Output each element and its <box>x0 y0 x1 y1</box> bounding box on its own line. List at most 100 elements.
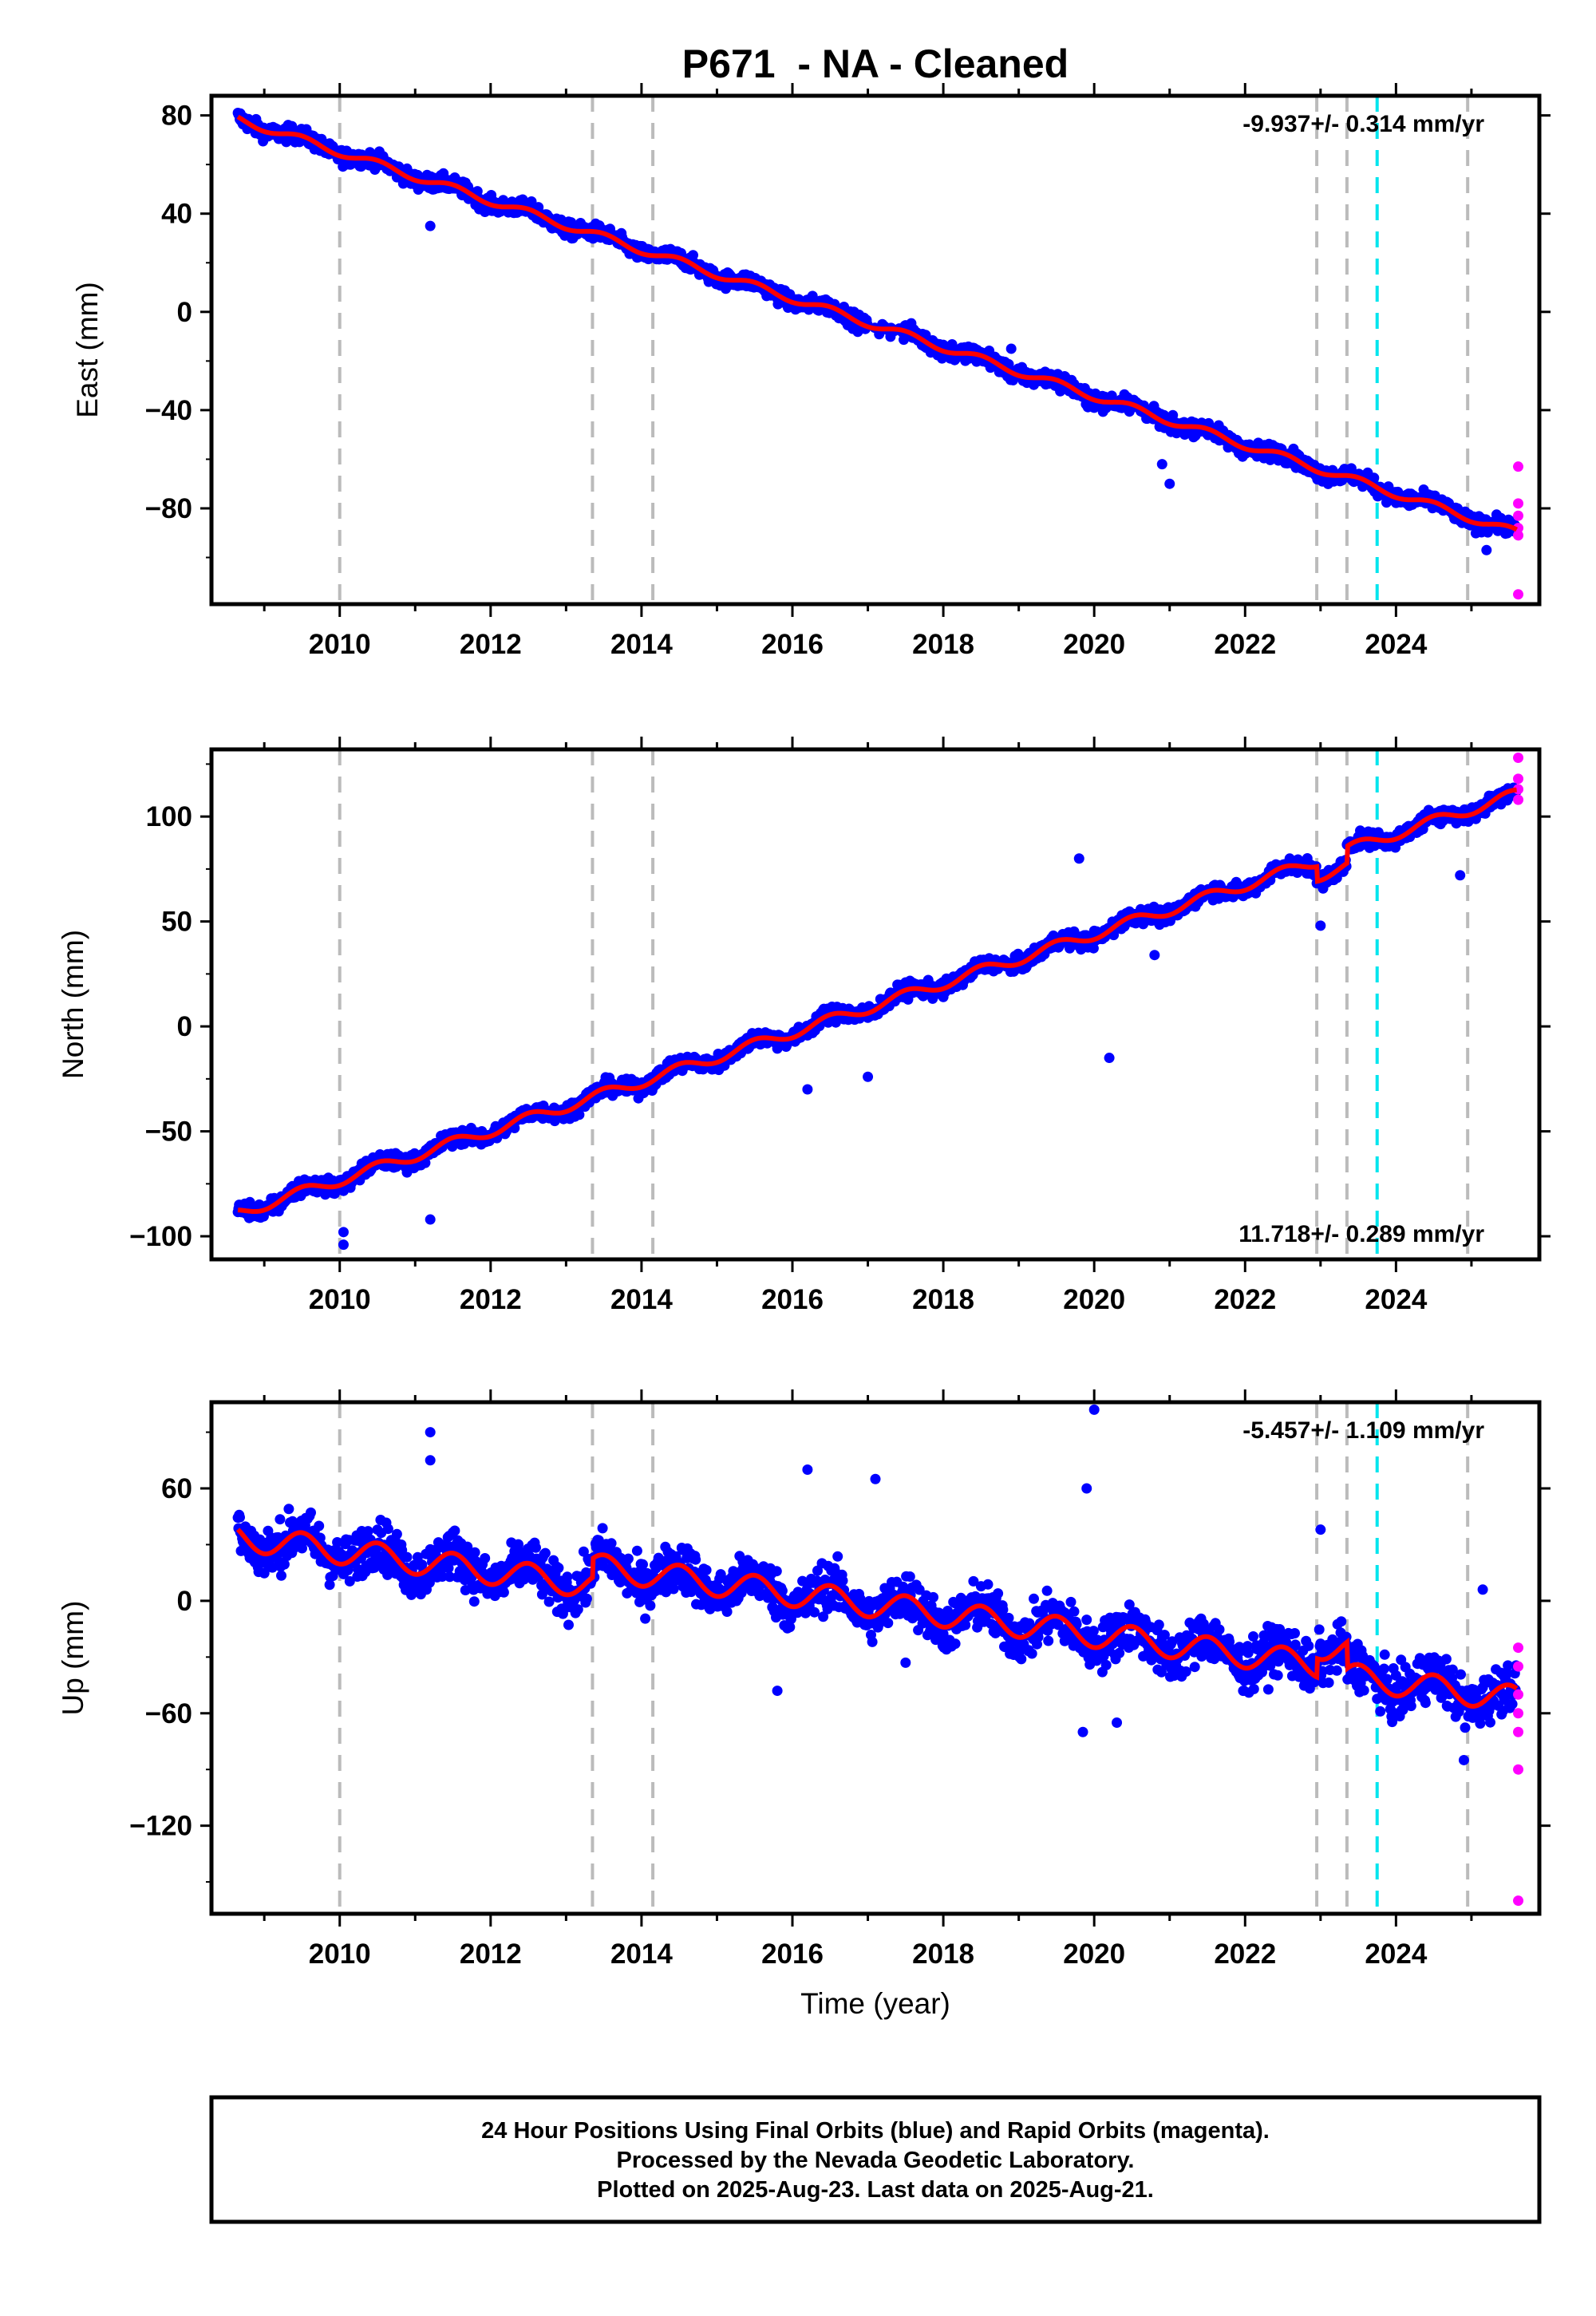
data-point-outlier <box>1005 343 1017 354</box>
y-tick-label: 100 <box>146 801 192 832</box>
data-point <box>562 1571 573 1583</box>
data-point <box>1369 472 1380 484</box>
data-point-outlier <box>338 1239 349 1251</box>
x-tick-label: 2012 <box>460 629 522 660</box>
y-axis-label: North (mm) <box>57 930 89 1079</box>
rapid-point <box>1513 461 1524 472</box>
plot-area <box>232 1402 1524 1914</box>
data-point <box>468 1596 480 1607</box>
data-point <box>382 1524 393 1535</box>
data-point-outlier <box>1455 870 1466 881</box>
x-tick-label: 2010 <box>309 1284 371 1315</box>
rapid-orbit-points <box>1513 753 1524 805</box>
rate-label: 11.718+/- 0.289 mm/yr <box>1238 1221 1484 1247</box>
rapid-point <box>1513 773 1524 785</box>
data-point <box>645 1600 656 1611</box>
data-point-outlier <box>802 1084 813 1095</box>
x-tick-label: 2014 <box>610 1284 673 1315</box>
y-axis-label: East (mm) <box>71 282 104 418</box>
x-tick-label: 2016 <box>761 629 824 660</box>
data-point <box>276 1570 286 1581</box>
x-tick-label: 2010 <box>309 629 371 660</box>
y-tick-label: 40 <box>161 199 192 230</box>
page-title: P671 - NA - Cleaned <box>682 41 1069 86</box>
data-point <box>1088 943 1099 954</box>
rapid-orbit-points <box>1513 461 1524 600</box>
model-fit-line <box>236 114 1519 532</box>
x-tick-label: 2022 <box>1214 629 1276 660</box>
data-point <box>690 1554 701 1565</box>
rapid-point <box>1513 794 1524 805</box>
final-orbit-points <box>232 108 1522 555</box>
rapid-point <box>1513 589 1524 600</box>
data-point <box>539 1547 551 1559</box>
rapid-point <box>1513 753 1524 764</box>
data-point <box>531 1542 541 1553</box>
data-point <box>314 1520 325 1531</box>
data-point <box>640 1613 651 1624</box>
data-point <box>526 196 537 207</box>
final-orbit-points <box>232 782 1522 1251</box>
final-orbit-points <box>232 1404 1522 1765</box>
data-point-outlier <box>863 1071 874 1082</box>
x-tick-label: 2022 <box>1214 1284 1276 1315</box>
data-point-outlier <box>1073 853 1084 864</box>
data-point <box>688 250 698 261</box>
data-point <box>275 1514 286 1525</box>
data-point-outlier <box>1315 920 1326 931</box>
data-point <box>391 1528 402 1539</box>
data-point-outlier <box>425 220 436 231</box>
y-tick-label: −80 <box>145 493 192 524</box>
rapid-point <box>1513 530 1524 541</box>
data-point <box>306 1507 316 1518</box>
data-point <box>543 1596 555 1607</box>
rapid-point <box>1513 498 1524 509</box>
x-tick-label: 2012 <box>460 1284 522 1315</box>
data-point <box>622 1553 634 1564</box>
y-tick-label: 0 <box>177 297 192 328</box>
y-tick-label: −40 <box>145 395 192 426</box>
y-tick-label: 50 <box>161 907 192 938</box>
data-point <box>631 1545 642 1556</box>
data-point <box>283 1504 294 1515</box>
x-tick-label: 2018 <box>912 629 974 660</box>
data-point <box>480 1553 491 1563</box>
plot-area <box>232 96 1524 604</box>
data-point <box>638 1559 648 1570</box>
x-tick-label: 2016 <box>761 1284 824 1315</box>
data-point-outlier <box>1156 459 1167 470</box>
rate-label: -9.937+/- 0.314 mm/yr <box>1242 111 1484 137</box>
data-point-outlier <box>1164 478 1175 489</box>
data-point <box>449 1525 460 1536</box>
data-point-outlier <box>1481 544 1492 555</box>
x-tick-label: 2020 <box>1063 629 1125 660</box>
data-point <box>606 1538 617 1549</box>
x-tick-label: 2020 <box>1063 1284 1125 1315</box>
data-point <box>235 1512 245 1523</box>
data-point <box>563 1619 574 1630</box>
data-point-outlier <box>1104 1053 1115 1064</box>
x-tick-label: 2024 <box>1365 1284 1427 1315</box>
y-tick-label: −50 <box>145 1117 192 1148</box>
data-point <box>581 1593 592 1604</box>
data-point <box>597 1523 608 1534</box>
y-tick-label: 80 <box>161 101 192 132</box>
plot-area <box>232 749 1524 1259</box>
data-point <box>498 1587 509 1598</box>
data-point <box>701 1564 712 1575</box>
y-tick-label: 0 <box>177 1011 192 1042</box>
x-tick-label: 2014 <box>610 629 673 660</box>
data-point-outlier <box>425 1214 436 1225</box>
data-point <box>401 1551 413 1563</box>
data-point-outlier <box>1149 950 1160 961</box>
rapid-point <box>1513 510 1524 521</box>
data-point <box>420 1157 431 1168</box>
data-point <box>553 1563 564 1574</box>
y-tick-label: −100 <box>129 1221 192 1252</box>
plot-frame <box>209 93 1542 607</box>
data-point-outlier <box>338 1227 349 1238</box>
